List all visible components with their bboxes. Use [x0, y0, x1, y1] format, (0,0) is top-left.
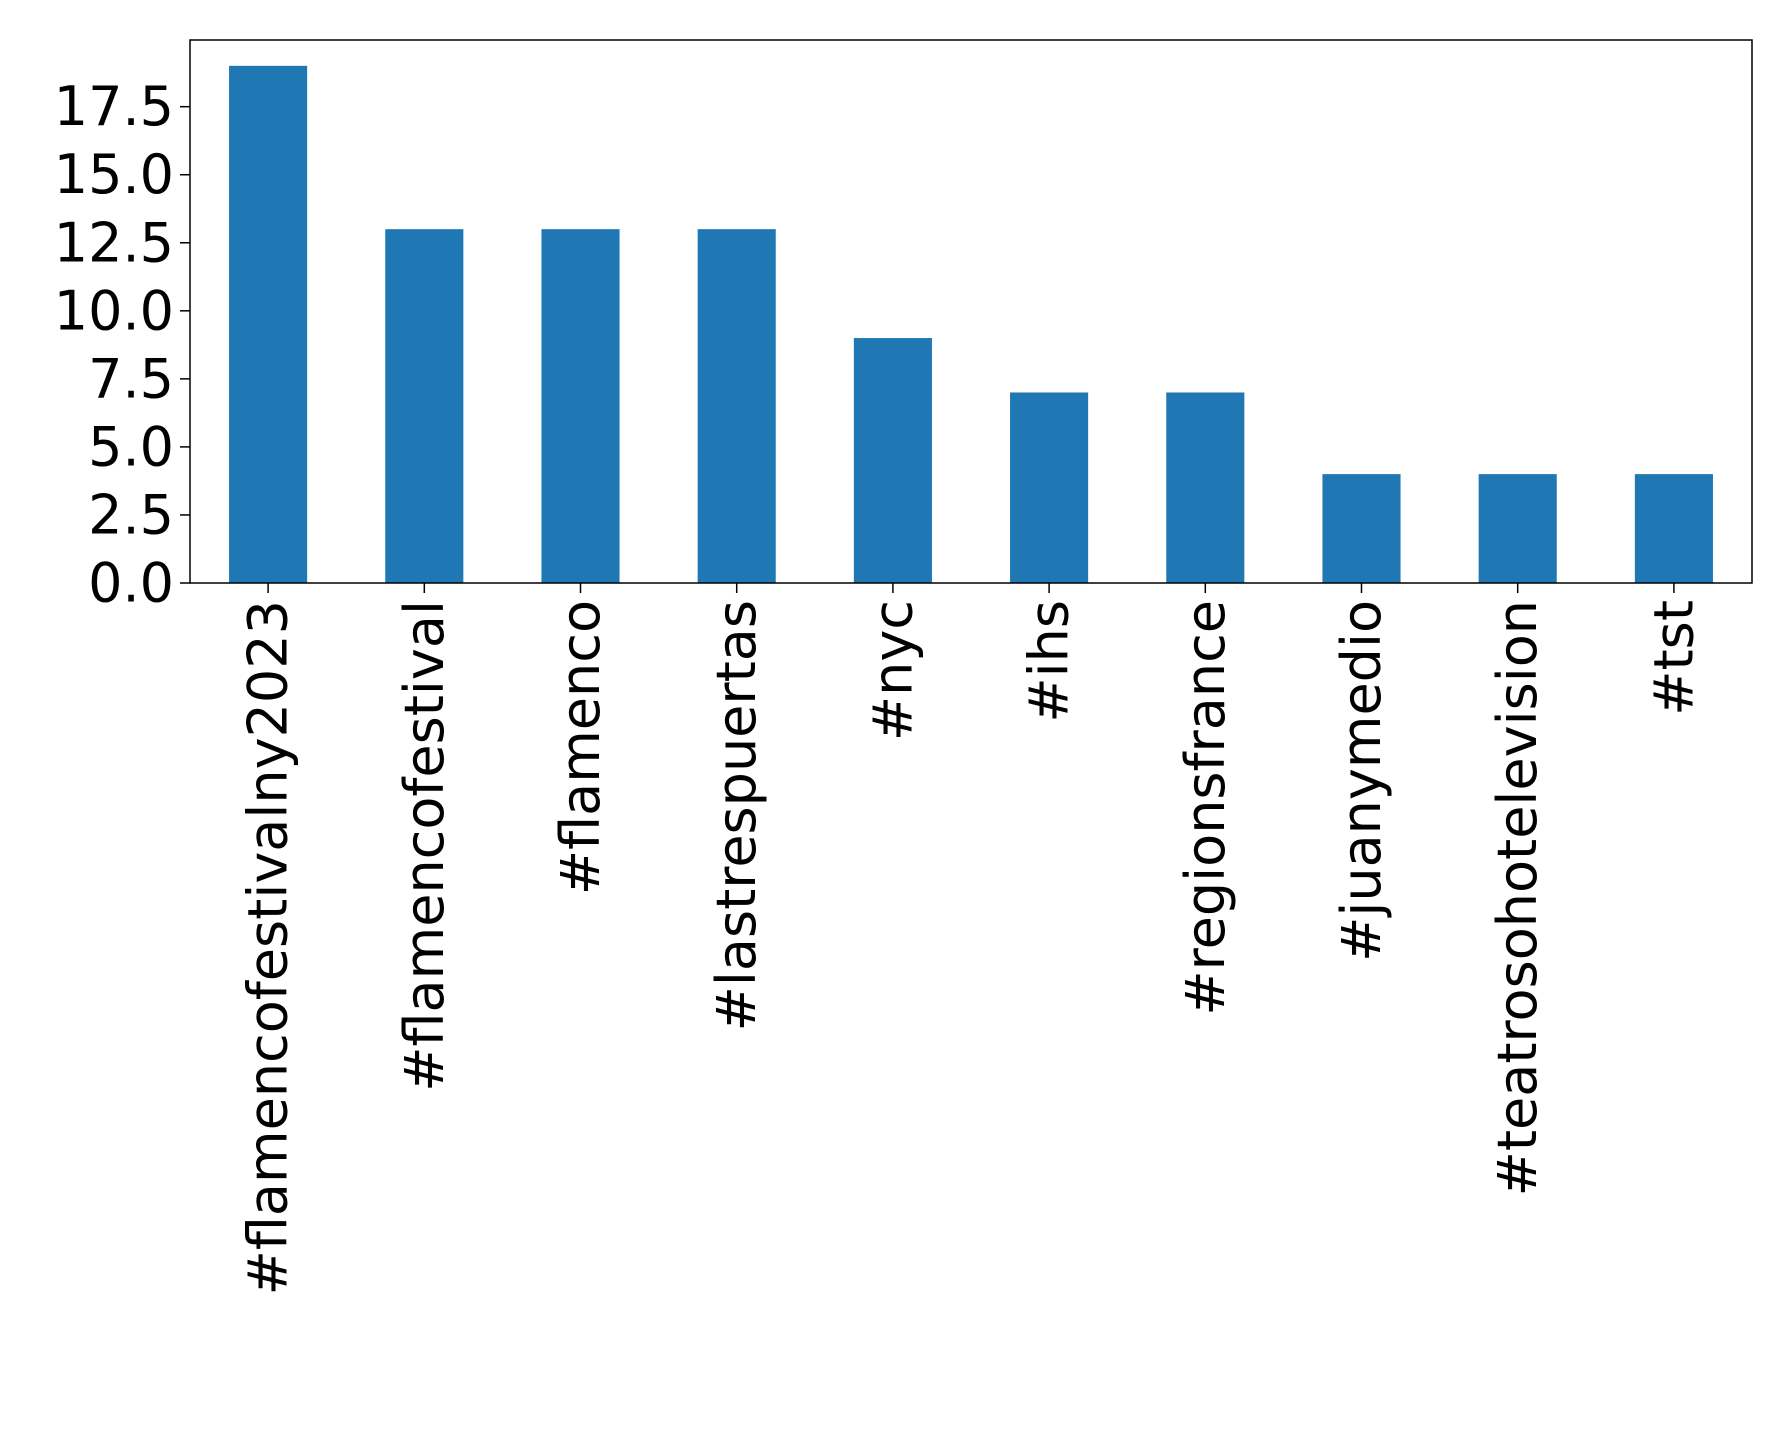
y-tick-label: 10.0 [54, 279, 174, 342]
bar [1634, 474, 1713, 583]
bars-group [229, 65, 1713, 584]
bar [1010, 392, 1089, 583]
x-tick-label: #juanymedio [1330, 600, 1393, 962]
bar [1166, 392, 1245, 583]
bar [1478, 474, 1557, 583]
bar [385, 229, 464, 584]
x-tick-label: #flamenco [549, 600, 612, 895]
x-tick-label: #tst [1642, 600, 1705, 716]
y-axis: 0.02.55.07.510.012.515.017.5 [54, 75, 190, 615]
x-tick-label: #flamencofestival [393, 600, 456, 1092]
bar [541, 229, 620, 584]
x-tick-label: #teatrosohotelevision [1486, 600, 1549, 1196]
x-tick-label: #ihs [1018, 600, 1081, 723]
bar [1322, 474, 1401, 583]
x-tick-label: #flamencofestivalny2023 [237, 600, 300, 1295]
x-tick-label: #lastrespuertas [705, 600, 768, 1031]
y-tick-label: 15.0 [54, 143, 174, 206]
y-tick-label: 0.0 [88, 552, 174, 615]
x-tick-label: #nyc [861, 600, 924, 741]
plot-frame [189, 39, 1753, 584]
x-axis: #flamencofestivalny2023 #flamencofestival… [237, 583, 1705, 1295]
x-tick-label: #regionsfrance [1174, 600, 1237, 1016]
y-tick-label: 2.5 [88, 483, 174, 546]
y-tick-label: 17.5 [54, 75, 174, 138]
y-tick-label: 7.5 [88, 347, 174, 410]
bar [697, 229, 776, 584]
y-tick-label: 5.0 [88, 415, 174, 478]
bar [853, 338, 932, 583]
bar [229, 65, 308, 584]
y-tick-label: 12.5 [54, 211, 174, 274]
